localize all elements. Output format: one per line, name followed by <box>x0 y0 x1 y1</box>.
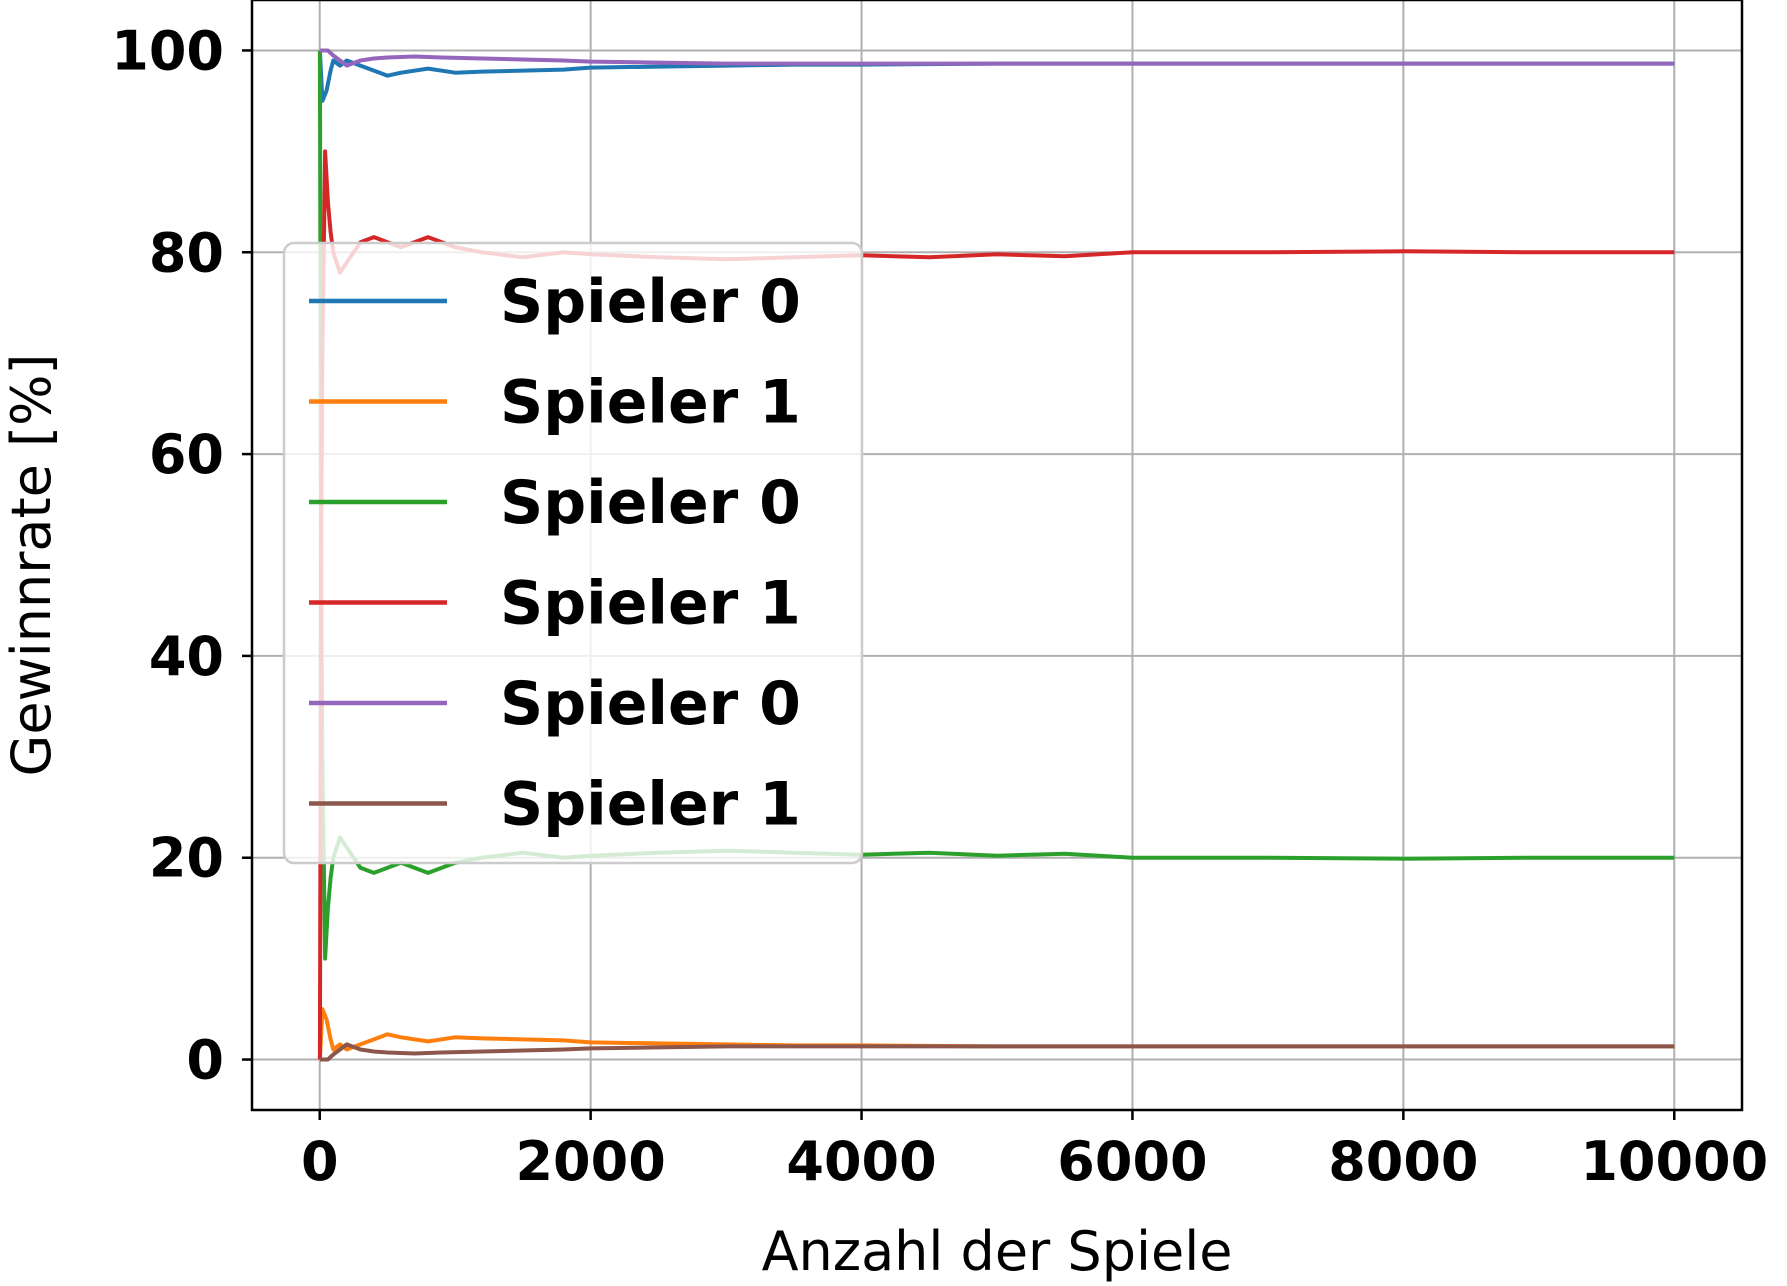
legend-label-3: Spieler 1 <box>500 569 801 639</box>
legend-label-4: Spieler 0 <box>500 669 801 739</box>
legend-label-2: Spieler 0 <box>500 468 801 538</box>
y-axis: 0 20 40 60 80 100 <box>111 19 252 1092</box>
legend-label-0: Spieler 0 <box>500 267 801 337</box>
x-tick-label: 0 <box>301 1130 339 1193</box>
plot-area-frame <box>250 0 1744 1112</box>
y-tick-label: 60 <box>149 423 224 486</box>
series-line-4 <box>319 48 1675 68</box>
y-tick-label: 40 <box>149 625 224 688</box>
y-tick-label: 20 <box>149 827 224 890</box>
legend-label-5: Spieler 1 <box>500 770 801 840</box>
legend-box <box>282 241 864 865</box>
x-tick-label: 2000 <box>515 1130 665 1193</box>
x-tick-label: 8000 <box>1328 1130 1478 1193</box>
legend: Spieler 0 Spieler 1 Spieler 0 Spieler 1 Spie… <box>282 241 864 865</box>
x-tick-label: 4000 <box>786 1130 936 1193</box>
y-tick-label: 80 <box>149 221 224 284</box>
x-tick-label: 6000 <box>1057 1130 1207 1193</box>
y-tick-label: 100 <box>111 19 224 82</box>
y-tick-label: 0 <box>186 1029 224 1092</box>
y-axis-label: Gewinnrate [%] <box>0 354 63 777</box>
series-line-5 <box>319 1042 1675 1062</box>
legend-label-1: Spieler 1 <box>500 368 801 438</box>
x-axis-label: Anzahl der Spiele <box>762 1220 1233 1283</box>
x-tick-label: 10000 <box>1580 1130 1768 1193</box>
x-axis: 0 2000 4000 6000 8000 10000 <box>301 1110 1768 1193</box>
